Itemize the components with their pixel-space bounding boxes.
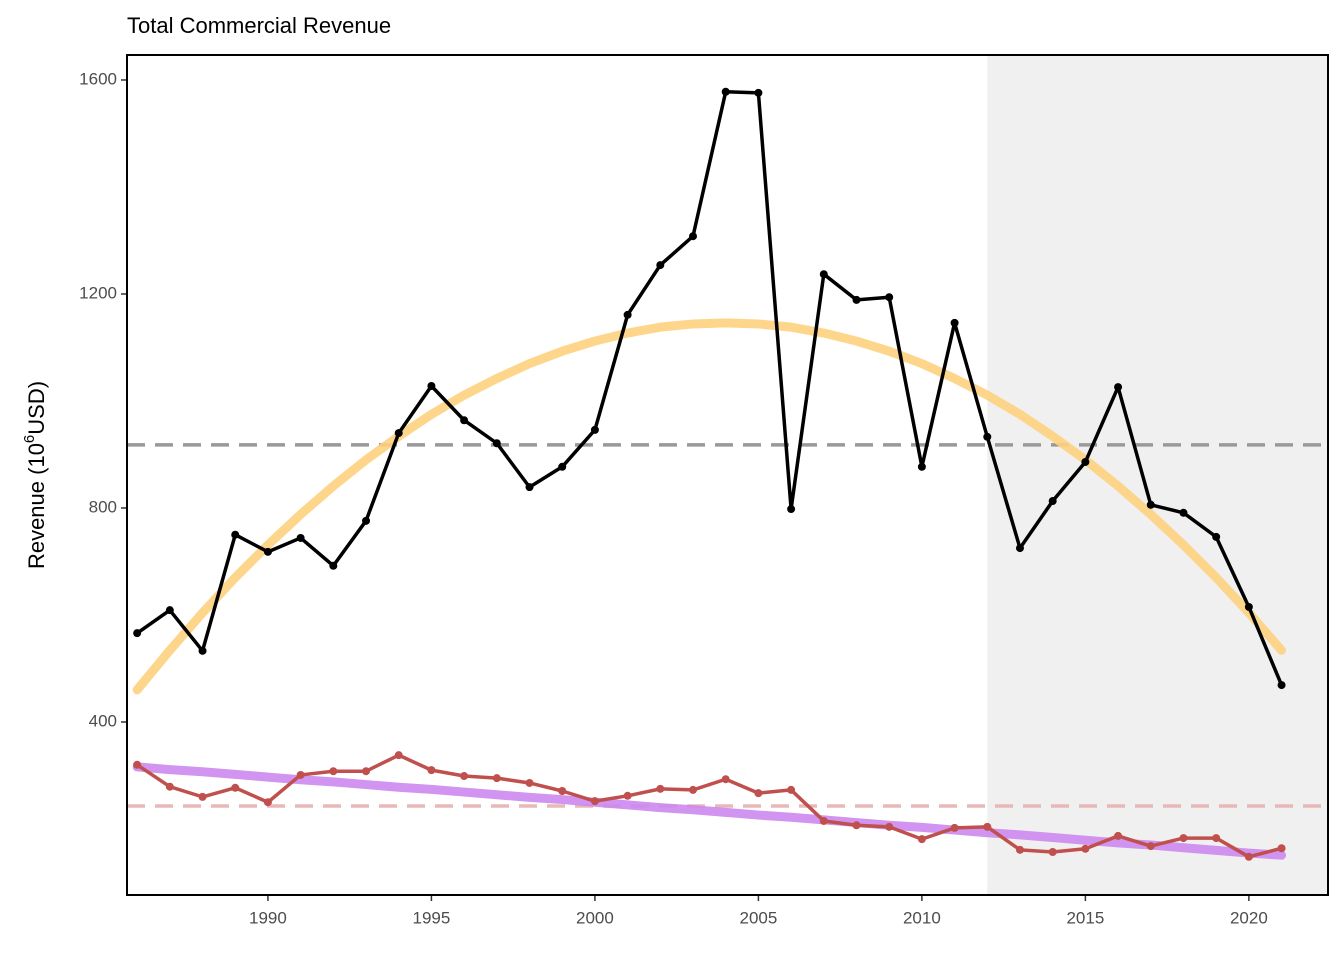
data-point	[983, 432, 992, 441]
data-point	[296, 770, 305, 779]
y-tick-label: 800	[89, 497, 117, 516]
data-point	[165, 606, 174, 615]
data-point	[329, 767, 338, 776]
x-tick-label: 2020	[1230, 908, 1268, 927]
y-label-sup: 6	[21, 435, 38, 443]
data-point	[623, 791, 632, 800]
data-point	[1048, 497, 1057, 506]
data-point	[590, 425, 599, 434]
data-point	[460, 416, 469, 425]
x-tick-label: 1990	[249, 908, 287, 927]
data-point	[983, 822, 992, 831]
trend-line	[132, 318, 1287, 695]
data-point	[656, 261, 665, 270]
data-point	[917, 835, 926, 844]
data-point	[427, 766, 436, 775]
x-tick-label: 2005	[739, 908, 777, 927]
data-point	[787, 505, 796, 514]
data-point	[1277, 681, 1286, 690]
shaded-region	[987, 55, 1328, 895]
data-point	[656, 784, 665, 793]
chart-title: Total Commercial Revenue	[127, 13, 391, 38]
data-point	[460, 772, 469, 781]
data-point	[1244, 602, 1253, 611]
data-point	[721, 87, 730, 96]
data-point	[427, 382, 436, 391]
data-point	[165, 782, 174, 791]
data-point	[1081, 457, 1090, 466]
x-tick-label: 2000	[576, 908, 614, 927]
data-point	[754, 88, 763, 97]
y-label-text: Revenue (10	[24, 443, 49, 569]
data-point	[689, 232, 698, 241]
data-point	[950, 823, 959, 832]
data-point	[721, 775, 730, 784]
data-point	[689, 785, 698, 794]
data-point	[885, 822, 894, 831]
data-point	[558, 786, 567, 795]
data-point	[525, 778, 534, 787]
data-point	[950, 318, 959, 327]
data-point	[1179, 834, 1188, 843]
data-point	[1212, 532, 1221, 541]
data-point	[1146, 500, 1155, 509]
data-point	[1114, 383, 1123, 392]
data-point	[1081, 844, 1090, 853]
data-point	[1015, 544, 1024, 553]
data-point	[590, 797, 599, 806]
data-point	[492, 439, 501, 448]
data-point	[917, 462, 926, 471]
data-point	[133, 760, 142, 769]
data-point	[362, 516, 371, 525]
data-point	[819, 270, 828, 279]
data-point	[1146, 842, 1155, 851]
data-point	[852, 295, 861, 304]
data-point	[819, 816, 828, 825]
data-line	[135, 90, 1284, 687]
data-point	[198, 792, 207, 801]
x-tick-label: 2010	[903, 908, 941, 927]
data-point	[231, 530, 240, 539]
data-point	[1179, 508, 1188, 517]
y-tick-label: 400	[89, 711, 117, 730]
data-point	[362, 767, 371, 776]
data-point	[787, 785, 796, 794]
data-point	[394, 751, 403, 760]
data-point	[1212, 834, 1221, 843]
data-point	[525, 483, 534, 492]
data-point	[296, 533, 305, 542]
y-axis-label: Revenue (106USD)	[21, 381, 49, 569]
data-point	[1244, 852, 1253, 861]
data-point	[852, 821, 861, 830]
data-point	[1277, 844, 1286, 853]
data-point	[329, 561, 338, 570]
x-tick-label: 1995	[413, 908, 451, 927]
y-tick-label: 1200	[79, 283, 117, 302]
x-tick-label: 2015	[1066, 908, 1104, 927]
data-point	[133, 629, 142, 638]
data-point	[885, 293, 894, 302]
data-point	[231, 783, 240, 792]
data-point	[754, 789, 763, 798]
trend-line	[132, 762, 1287, 860]
data-line	[135, 753, 1284, 859]
data-point	[263, 798, 272, 807]
data-point	[198, 646, 207, 655]
data-point	[623, 310, 632, 319]
data-point	[1114, 831, 1123, 840]
y-tick-label: 1600	[79, 69, 117, 88]
data-point	[492, 774, 501, 783]
plot-frame	[126, 54, 1329, 896]
data-point	[263, 547, 272, 556]
data-point	[1015, 845, 1024, 854]
y-label-unit: USD)	[24, 381, 49, 435]
data-point	[394, 429, 403, 438]
data-point	[1048, 847, 1057, 856]
data-point	[558, 462, 567, 471]
